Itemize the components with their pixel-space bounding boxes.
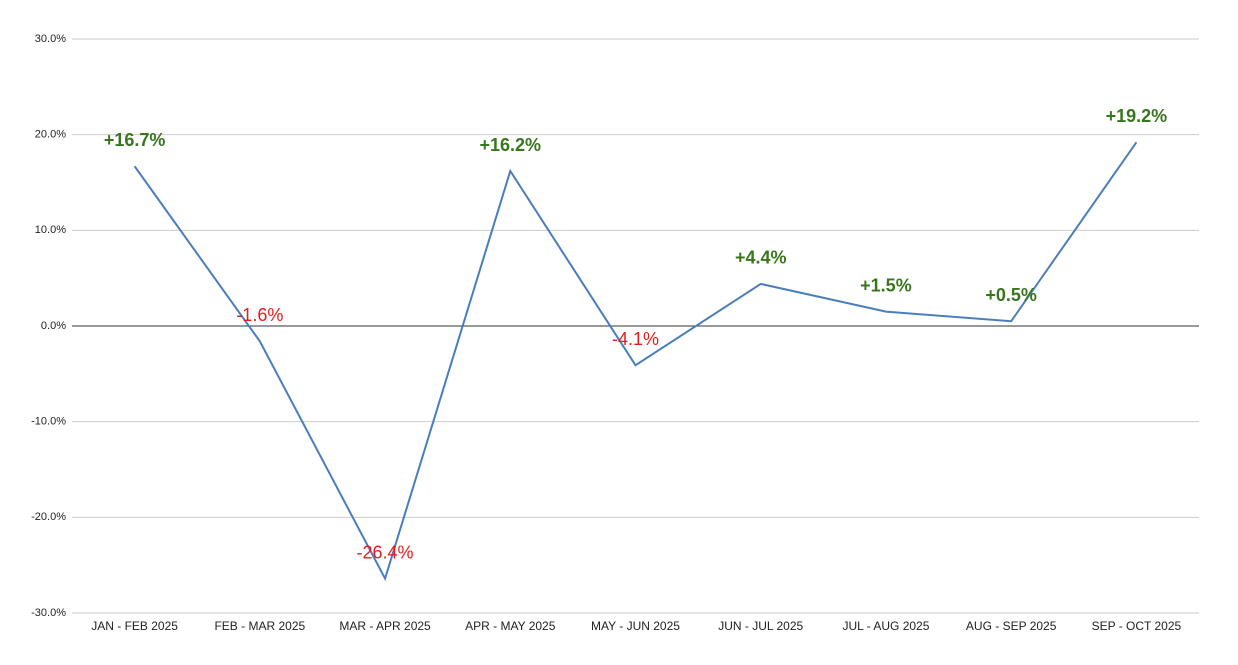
x-tick-label: MAY - JUN 2025 — [591, 619, 680, 633]
x-tick-label: MAR - APR 2025 — [339, 619, 431, 633]
data-line — [133, 141, 1138, 582]
y-tick-label: 0.0% — [41, 320, 66, 332]
value-label: -26.4% — [357, 542, 414, 562]
x-tick-label: FEB - MAR 2025 — [214, 619, 305, 633]
value-label: +16.7% — [104, 130, 166, 150]
y-tick-label: -10.0% — [31, 416, 66, 428]
value-label: +19.2% — [1106, 106, 1168, 126]
value-label: -1.6% — [236, 305, 283, 325]
x-tick-label: AUG - SEP 2025 — [966, 619, 1057, 633]
y-tick-label: 30.0% — [35, 33, 66, 45]
y-tick-label: 10.0% — [35, 224, 66, 236]
value-label: -4.1% — [612, 329, 659, 349]
x-tick-label: JUL - AUG 2025 — [842, 619, 929, 633]
value-label: +1.5% — [860, 275, 912, 295]
value-label: +0.5% — [985, 285, 1037, 305]
y-tick-label: 20.0% — [35, 129, 66, 141]
x-tick-label: APR - MAY 2025 — [465, 619, 556, 633]
x-tick-label: JUN - JUL 2025 — [718, 619, 803, 633]
x-tick-label: SEP - OCT 2025 — [1092, 619, 1182, 633]
x-tick-label: JAN - FEB 2025 — [91, 619, 178, 633]
value-label: +4.4% — [735, 248, 787, 268]
y-tick-label: -30.0% — [31, 607, 66, 619]
y-tick-label: -20.0% — [31, 511, 66, 523]
value-label: +16.2% — [479, 135, 541, 155]
